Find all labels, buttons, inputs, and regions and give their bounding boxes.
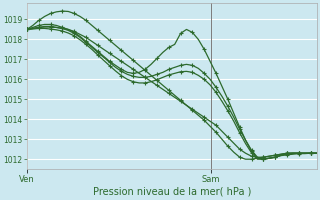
X-axis label: Pression niveau de la mer( hPa ): Pression niveau de la mer( hPa ) xyxy=(92,187,251,197)
